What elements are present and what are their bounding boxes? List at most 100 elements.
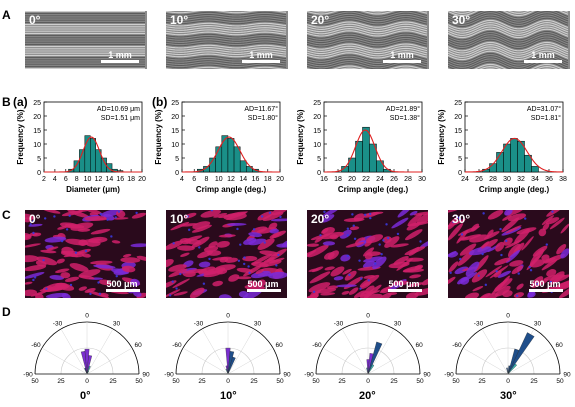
cell-shape — [397, 210, 413, 218]
histogram-crimp-30: 0 5 10 15 20 25 24 26 28 30 32 34 36 38 AD=31.07°SD=1.… — [437, 100, 567, 194]
nucleus-dot — [517, 272, 520, 275]
cell-shape — [248, 238, 267, 246]
panel-label-b: B — [2, 95, 11, 109]
radius-tick-label: 0 — [366, 378, 370, 385]
cell-shape — [364, 285, 375, 294]
nucleus-dot — [505, 239, 508, 243]
cell-shape — [255, 268, 264, 274]
cell-shape — [457, 225, 480, 236]
cell-shape — [505, 225, 522, 234]
fiber-line — [307, 39, 428, 46]
radius-tick-label: 50 — [31, 378, 39, 385]
cell-shape — [541, 215, 554, 226]
scale-bar-label: 1 mm — [390, 50, 414, 60]
polar-bar — [227, 356, 236, 375]
fiber-line — [307, 21, 428, 28]
nucleus-dot — [312, 290, 316, 293]
fiber-line — [307, 41, 428, 48]
cell-shape — [25, 255, 39, 263]
nucleus-dot — [45, 287, 48, 290]
scale-bar-label: 500 μm — [529, 279, 561, 289]
cell-shape — [402, 265, 422, 273]
angle-tick-label: -60 — [31, 342, 41, 349]
cell-shape — [379, 284, 395, 293]
cell-shape — [90, 228, 111, 235]
fiber-line — [307, 43, 428, 50]
y-tick-label: 0 — [175, 170, 179, 177]
cell-shape — [500, 275, 511, 286]
angle-tick-label: 90 — [142, 372, 150, 379]
x-tick-label: 20 — [348, 176, 356, 183]
cell-shape — [414, 287, 428, 296]
cell-shape — [330, 266, 345, 277]
fiber-line — [307, 12, 428, 19]
fiber-line — [307, 30, 428, 37]
polar-bar — [367, 341, 383, 375]
cell-shape — [457, 236, 469, 241]
histogram-bar — [376, 160, 384, 173]
nucleus-dot — [549, 280, 553, 284]
scale-bar-label: 500 μm — [388, 279, 420, 289]
nucleus-dot — [98, 292, 102, 296]
y-tick-label: 20 — [454, 114, 462, 121]
cell-shape — [57, 225, 68, 230]
cell-shape — [25, 272, 45, 279]
cell-shape — [90, 260, 113, 265]
radius-tick-label: 0 — [85, 378, 89, 385]
nucleus-dot — [171, 280, 174, 283]
x-tick-label: 34 — [531, 176, 539, 183]
cell-shape — [465, 261, 480, 277]
angle-tick-label: -30 — [194, 320, 204, 327]
cell-shape — [44, 236, 67, 243]
nucleus-dot — [237, 259, 241, 263]
cell-shape — [248, 232, 263, 238]
nucleus-dot — [243, 262, 246, 266]
polar-spoke — [462, 347, 509, 375]
nucleus-dot — [277, 253, 280, 257]
nucleus-dot — [31, 220, 35, 223]
angle-tick-label: -90 — [304, 372, 314, 379]
radius-tick-label: 50 — [276, 378, 284, 385]
cell-shape — [84, 216, 107, 221]
histogram-bar — [362, 126, 370, 173]
y-tick-label: 15 — [171, 128, 179, 135]
cell-shape — [180, 252, 190, 257]
cell-shape — [405, 229, 423, 241]
fiber-line — [448, 44, 569, 54]
cell-shape — [468, 246, 492, 256]
polar-bar — [225, 368, 229, 375]
nucleus-dot — [135, 211, 138, 215]
cell-shape — [554, 280, 569, 290]
sem-image-20: 20° 1 mm — [307, 11, 429, 69]
polar-bar — [506, 367, 509, 375]
x-tick-label: 30 — [418, 176, 426, 183]
cell-shape — [407, 282, 424, 288]
angle-tick-label: 60 — [275, 342, 283, 349]
fiber-line — [166, 46, 287, 51]
x-tick-label: 4 — [180, 176, 184, 183]
scale-bar — [106, 289, 140, 292]
histogram-bar — [221, 135, 229, 173]
radius-tick-label: 50 — [452, 378, 460, 385]
cell-shape — [131, 212, 146, 219]
cell-shape — [407, 213, 423, 227]
cell-shape — [543, 274, 566, 281]
cell-shape — [340, 254, 351, 262]
fiber-line — [166, 57, 287, 62]
nucleus-dot — [69, 283, 73, 287]
fiber-line — [307, 47, 428, 55]
cell-shape — [339, 229, 352, 239]
radius-tick-label: 0 — [506, 378, 510, 385]
x-tick-label: 12 — [95, 176, 103, 183]
fiber-line — [448, 46, 569, 56]
radius-tick-label: 50 — [556, 378, 564, 385]
gaussian-fit-curve — [44, 136, 142, 173]
fiber-line — [166, 11, 287, 14]
nucleus-dot — [172, 242, 175, 245]
cell-shape — [384, 236, 400, 248]
histogram-bar — [489, 163, 497, 173]
confocal-image-20: 20° 500 μm — [307, 210, 428, 298]
cell-shape — [81, 253, 91, 258]
nucleus-dot — [117, 210, 121, 213]
